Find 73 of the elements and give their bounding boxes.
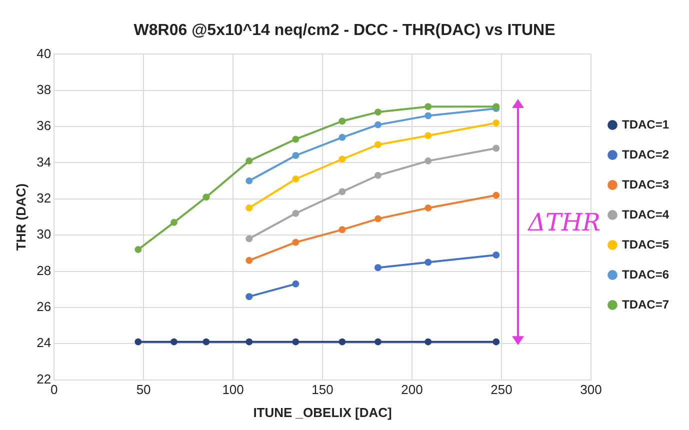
x-tick-label: 0	[50, 382, 58, 398]
y-tick-label: 36	[36, 118, 52, 134]
x-tick-label: 200	[401, 382, 423, 398]
point	[338, 226, 346, 234]
x-tick-label: 300	[580, 382, 602, 398]
point	[246, 177, 253, 184]
legend-label: TDAC=2	[622, 147, 670, 162]
point	[374, 215, 382, 222]
y-tick-label: 38	[36, 82, 52, 97]
y-tick-label: 28	[36, 262, 52, 278]
point	[246, 157, 253, 164]
x-tick-label: 150	[312, 382, 334, 398]
y-tick-label: 26	[36, 299, 52, 314]
point	[374, 338, 382, 346]
y-axis-title: THR (DAC)	[13, 183, 28, 251]
point	[424, 132, 432, 140]
point	[246, 204, 253, 212]
x-tick-label: 100	[222, 382, 244, 398]
y-tick-label: 22	[36, 371, 52, 386]
point	[424, 338, 432, 346]
point	[424, 112, 432, 120]
point	[338, 188, 346, 196]
point	[246, 338, 253, 346]
y-tick-label: 32	[36, 190, 52, 206]
point	[424, 204, 432, 212]
legend-label: TDAC=3	[622, 177, 670, 192]
point	[202, 338, 210, 346]
point	[292, 238, 300, 246]
point	[170, 338, 178, 346]
x-axis-title: ITUNE _OBELIX [DAC]	[253, 404, 392, 420]
point	[374, 172, 382, 179]
annotation: ΔTHR	[527, 208, 600, 236]
point	[374, 264, 382, 272]
point	[134, 246, 142, 254]
point	[338, 156, 346, 163]
y-tick-label: 34	[36, 154, 52, 170]
point	[338, 338, 346, 346]
point	[292, 136, 300, 143]
y-tick-label: 40	[36, 46, 52, 61]
point	[292, 152, 300, 159]
point	[374, 108, 382, 116]
y-tick-label: 24	[36, 335, 52, 350]
point	[292, 338, 300, 346]
point	[246, 293, 253, 300]
point	[338, 118, 346, 125]
x-tick-label: 50	[136, 382, 151, 398]
point	[246, 235, 253, 242]
point	[202, 194, 210, 201]
point	[492, 192, 500, 199]
point	[338, 134, 346, 141]
point	[134, 338, 142, 346]
point	[170, 218, 178, 226]
legend-label: TDAC=1	[622, 117, 670, 132]
point	[492, 119, 500, 126]
point	[374, 121, 382, 128]
point	[374, 141, 382, 148]
legend-label: TDAC=4	[622, 207, 670, 222]
legend-label: TDAC=7	[622, 297, 670, 312]
point	[492, 338, 500, 346]
chart-title: W8R06 @5x10^14 neq/cm2 - DCC - THR(DAC) vs ITUNE	[134, 22, 556, 40]
point	[292, 280, 300, 288]
point	[292, 176, 300, 183]
x-tick-label: 250	[490, 382, 512, 398]
point	[424, 157, 432, 164]
y-tick-label: 30	[36, 226, 52, 242]
point	[246, 256, 253, 264]
point	[424, 103, 432, 110]
legend-label: TDAC=6	[622, 267, 670, 282]
point	[492, 251, 500, 258]
point	[424, 258, 432, 266]
legend-label: TDAC=5	[622, 237, 670, 252]
point	[492, 144, 500, 152]
point	[292, 210, 300, 217]
